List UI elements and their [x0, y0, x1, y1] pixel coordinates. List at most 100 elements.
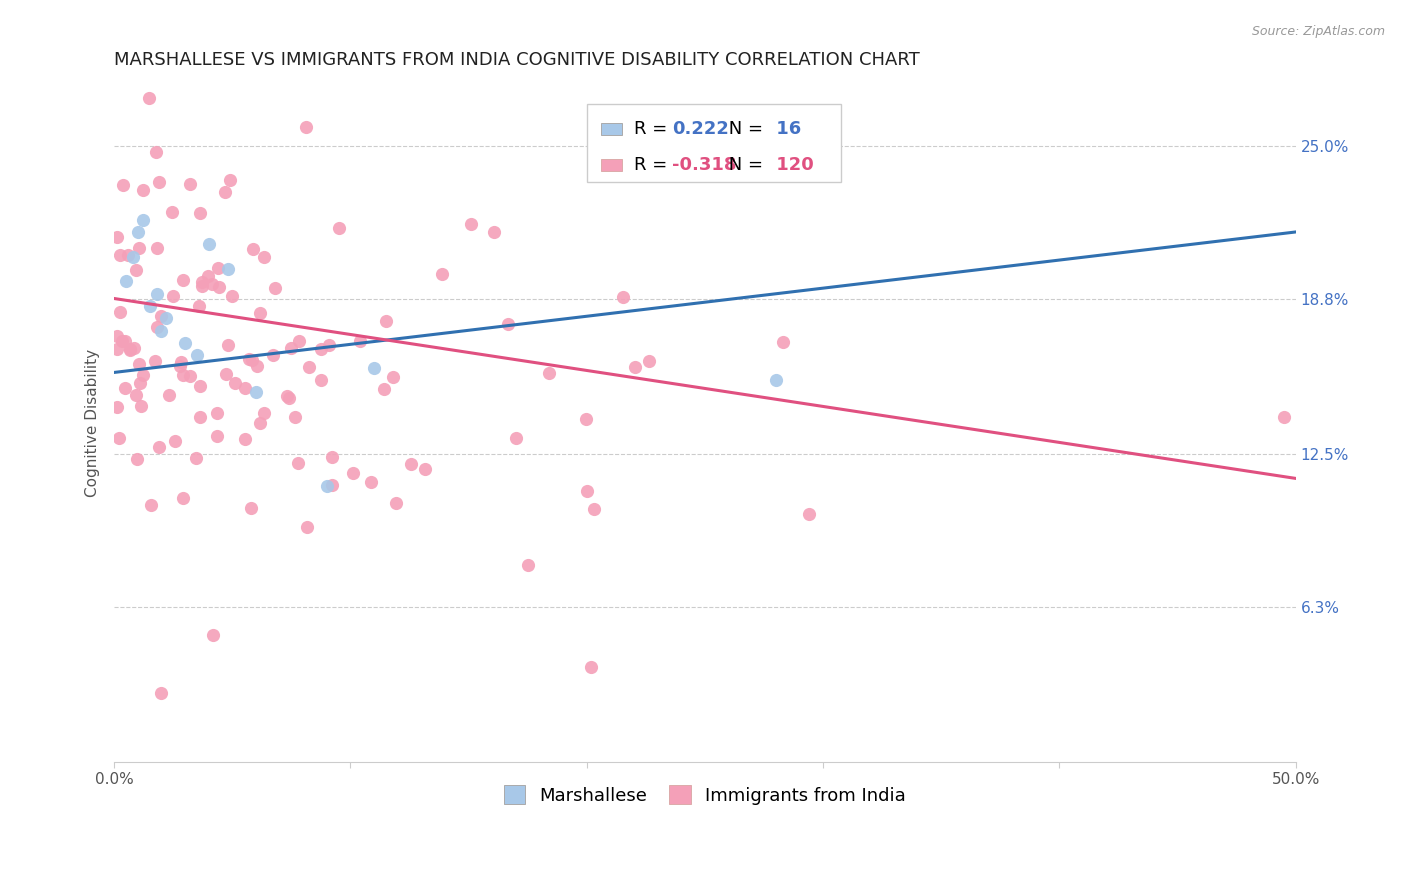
Point [381, 370, 404, 384]
Point [155, 311, 177, 326]
Point [124, 388, 146, 402]
Point [145, 241, 167, 255]
Point [246, 359, 269, 373]
Point [172, 491, 194, 505]
Point [219, 172, 242, 186]
FancyBboxPatch shape [600, 159, 623, 171]
Point [145, 286, 167, 301]
Point [264, 281, 287, 295]
Point [115, 274, 138, 288]
Point [623, 360, 645, 375]
Point [249, 306, 271, 320]
Point [145, 320, 167, 334]
Point [162, 288, 184, 302]
Point [233, 432, 256, 446]
Y-axis label: Cognitive Disability: Cognitive Disability [86, 349, 100, 497]
Point [148, 440, 170, 454]
Point [172, 273, 194, 287]
Point [174, 335, 197, 350]
Point [295, 520, 318, 534]
Point [179, 368, 201, 383]
Point [117, 248, 139, 262]
Point [224, 376, 246, 391]
Point [197, 237, 219, 252]
Point [221, 288, 243, 302]
Point [342, 467, 364, 481]
Point [294, 120, 316, 134]
Point [125, 262, 148, 277]
Point [797, 507, 820, 521]
Point [118, 343, 141, 357]
Point [122, 250, 145, 264]
Text: N =: N = [723, 156, 768, 174]
Text: 0.222: 0.222 [672, 120, 728, 138]
Text: 120: 120 [770, 156, 814, 174]
Point [651, 167, 673, 181]
Point [217, 261, 239, 276]
Point [138, 91, 160, 105]
Point [157, 387, 180, 401]
Point [197, 269, 219, 284]
Point [385, 496, 408, 510]
Point [214, 185, 236, 199]
Point [108, 247, 131, 261]
FancyBboxPatch shape [586, 104, 841, 182]
Point [360, 475, 382, 489]
Point [118, 342, 141, 356]
Point [201, 277, 224, 291]
Point [128, 357, 150, 371]
Point [262, 348, 284, 362]
Point [114, 381, 136, 395]
Point [240, 353, 263, 368]
Text: -0.318: -0.318 [672, 156, 737, 174]
Point [108, 305, 131, 319]
Point [207, 260, 229, 275]
Point [132, 368, 155, 383]
Point [252, 406, 274, 420]
Point [205, 406, 228, 420]
Point [201, 628, 224, 642]
Point [287, 456, 309, 470]
Point [188, 378, 211, 392]
Point [188, 299, 211, 313]
Point [141, 499, 163, 513]
Point [105, 230, 128, 244]
Point [191, 276, 214, 290]
Point [217, 337, 239, 351]
Point [375, 314, 398, 328]
Point [184, 451, 207, 466]
Point [105, 329, 128, 343]
Point [129, 399, 152, 413]
Point [637, 354, 659, 368]
Legend: Marshallese, Immigrants from India: Marshallese, Immigrants from India [495, 776, 915, 814]
Text: N =: N = [723, 120, 768, 138]
Point [349, 334, 371, 349]
Point [284, 410, 307, 425]
Point [125, 452, 148, 467]
Point [1272, 409, 1295, 424]
Point [112, 178, 135, 192]
Point [107, 431, 129, 445]
Point [363, 360, 385, 375]
Point [131, 182, 153, 196]
Point [105, 342, 128, 356]
Point [165, 434, 187, 449]
Point [215, 367, 238, 381]
Point [328, 221, 350, 235]
Point [278, 391, 301, 405]
Point [240, 501, 263, 516]
Point [148, 175, 170, 189]
Point [188, 206, 211, 220]
Point [238, 351, 260, 366]
Point [311, 373, 333, 387]
Point [373, 382, 395, 396]
Point [298, 360, 321, 375]
Point [321, 477, 343, 491]
Point [315, 479, 337, 493]
Point [169, 359, 191, 374]
Point [129, 376, 152, 390]
Text: 16: 16 [770, 120, 801, 138]
Point [321, 450, 343, 464]
Text: Source: ZipAtlas.com: Source: ZipAtlas.com [1251, 25, 1385, 38]
Point [143, 354, 166, 368]
